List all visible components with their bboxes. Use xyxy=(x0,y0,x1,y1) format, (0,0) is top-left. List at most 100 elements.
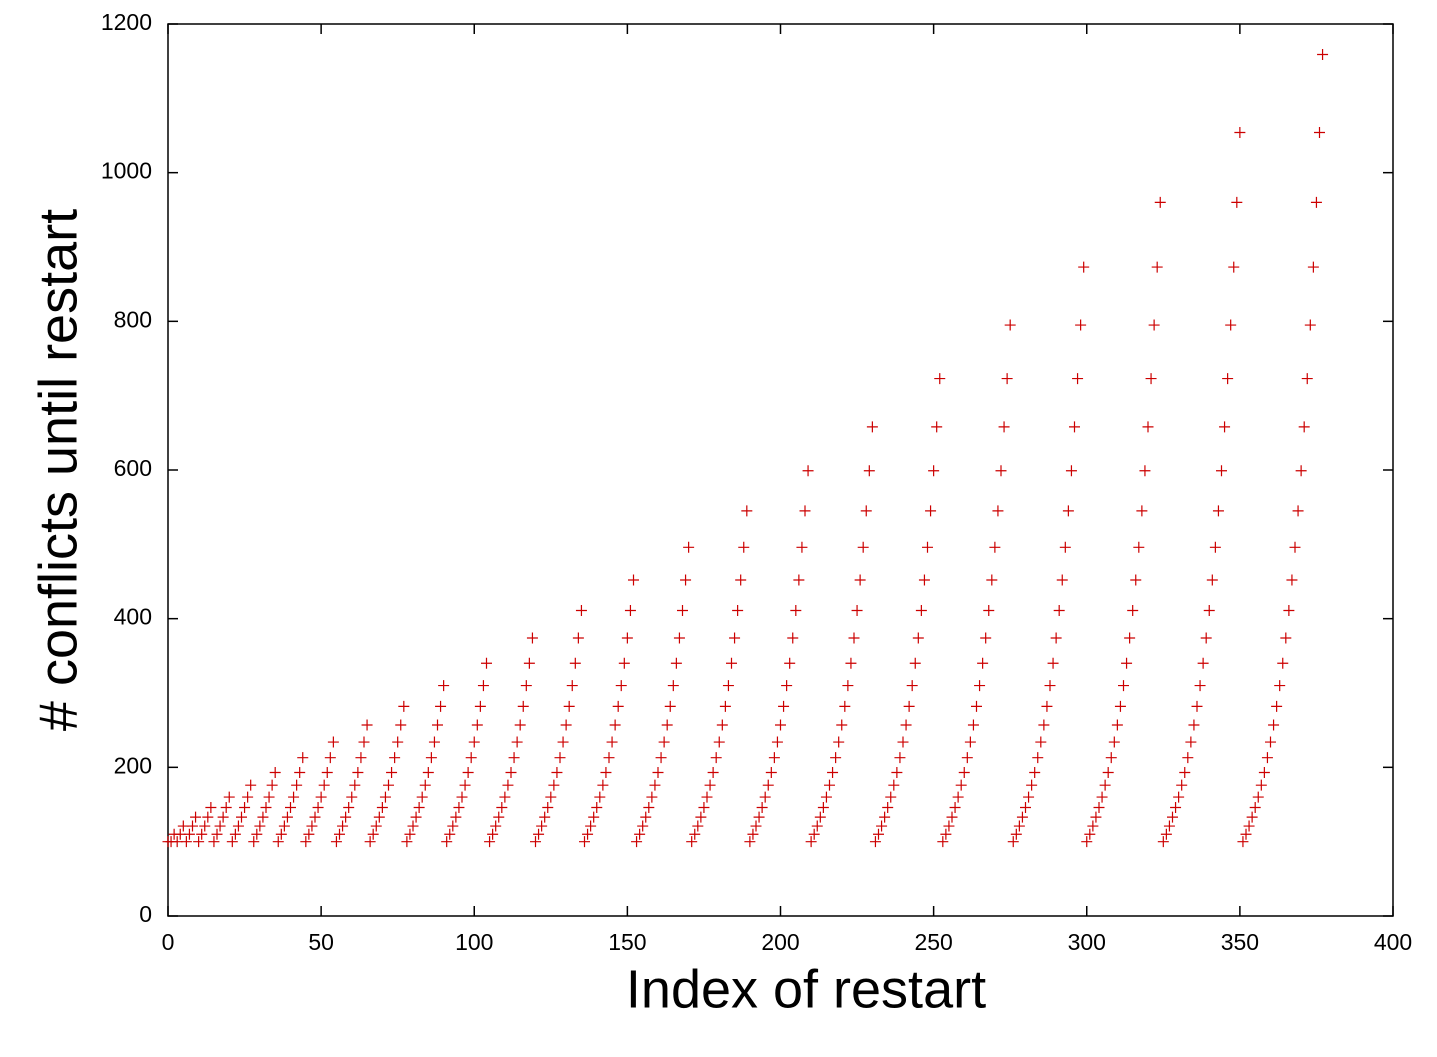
point xyxy=(435,700,447,712)
point xyxy=(419,779,431,791)
point xyxy=(1118,680,1129,692)
point xyxy=(1111,719,1123,731)
point xyxy=(1127,604,1139,616)
point xyxy=(1216,465,1227,477)
point xyxy=(606,736,618,748)
point xyxy=(1078,261,1090,273)
point xyxy=(1243,820,1255,832)
point xyxy=(569,657,581,669)
point xyxy=(579,836,590,848)
point xyxy=(869,836,881,848)
point xyxy=(1090,811,1102,823)
point xyxy=(444,828,456,840)
point xyxy=(520,680,532,692)
point xyxy=(1249,801,1261,813)
point xyxy=(242,791,254,803)
point xyxy=(330,836,342,848)
point xyxy=(352,767,364,779)
point xyxy=(915,604,927,616)
point xyxy=(958,767,970,779)
point xyxy=(202,811,214,823)
point xyxy=(1179,767,1191,779)
point xyxy=(649,779,661,791)
point xyxy=(514,719,526,731)
point xyxy=(217,811,229,823)
point xyxy=(379,791,391,803)
point xyxy=(1286,574,1298,586)
point xyxy=(842,680,854,692)
point xyxy=(964,736,976,748)
point xyxy=(1121,657,1133,669)
y-tick-label: 400 xyxy=(114,604,152,630)
point xyxy=(309,811,321,823)
point xyxy=(471,719,483,731)
point xyxy=(190,811,202,823)
point xyxy=(628,574,639,586)
point xyxy=(1307,261,1319,273)
point xyxy=(416,791,428,803)
point xyxy=(239,801,251,813)
point xyxy=(1295,465,1307,477)
point xyxy=(281,811,293,823)
point xyxy=(214,820,226,832)
point xyxy=(226,836,238,848)
point xyxy=(1154,196,1166,208)
x-tick-label: 400 xyxy=(1374,929,1412,955)
point xyxy=(572,632,584,644)
point xyxy=(1271,700,1283,712)
point xyxy=(830,752,842,764)
point xyxy=(974,680,986,692)
point xyxy=(496,801,508,813)
point xyxy=(778,700,790,712)
point xyxy=(885,791,897,803)
point xyxy=(1004,319,1016,331)
point xyxy=(1026,779,1038,791)
point xyxy=(1065,465,1077,477)
point xyxy=(992,505,1004,517)
point xyxy=(609,719,621,731)
point xyxy=(906,680,918,692)
point xyxy=(845,657,857,669)
point xyxy=(340,811,352,823)
point xyxy=(1298,421,1310,433)
point xyxy=(376,801,388,813)
point xyxy=(943,820,955,832)
point xyxy=(673,632,685,644)
point xyxy=(1069,421,1080,433)
point xyxy=(680,574,692,586)
point xyxy=(796,541,808,553)
point xyxy=(285,801,296,813)
point xyxy=(787,632,799,644)
point xyxy=(692,820,704,832)
point xyxy=(278,820,290,832)
point xyxy=(266,779,278,791)
point xyxy=(805,836,817,848)
point xyxy=(557,736,569,748)
point xyxy=(686,836,698,848)
point xyxy=(603,752,615,764)
point xyxy=(530,836,541,848)
point xyxy=(922,541,933,553)
point xyxy=(756,801,768,813)
point xyxy=(1047,657,1059,669)
point xyxy=(517,700,529,712)
point xyxy=(814,811,826,823)
point xyxy=(404,828,416,840)
point xyxy=(1222,373,1234,385)
point xyxy=(493,811,505,823)
point xyxy=(1010,828,1022,840)
point xyxy=(722,680,734,692)
point xyxy=(827,767,839,779)
point xyxy=(689,828,701,840)
point xyxy=(597,779,609,791)
point xyxy=(1167,811,1178,823)
point xyxy=(677,604,688,616)
point xyxy=(459,779,471,791)
point xyxy=(1133,541,1145,553)
point xyxy=(183,828,195,840)
point xyxy=(1163,820,1175,832)
point xyxy=(909,657,921,669)
point xyxy=(643,801,655,813)
point xyxy=(563,700,575,712)
